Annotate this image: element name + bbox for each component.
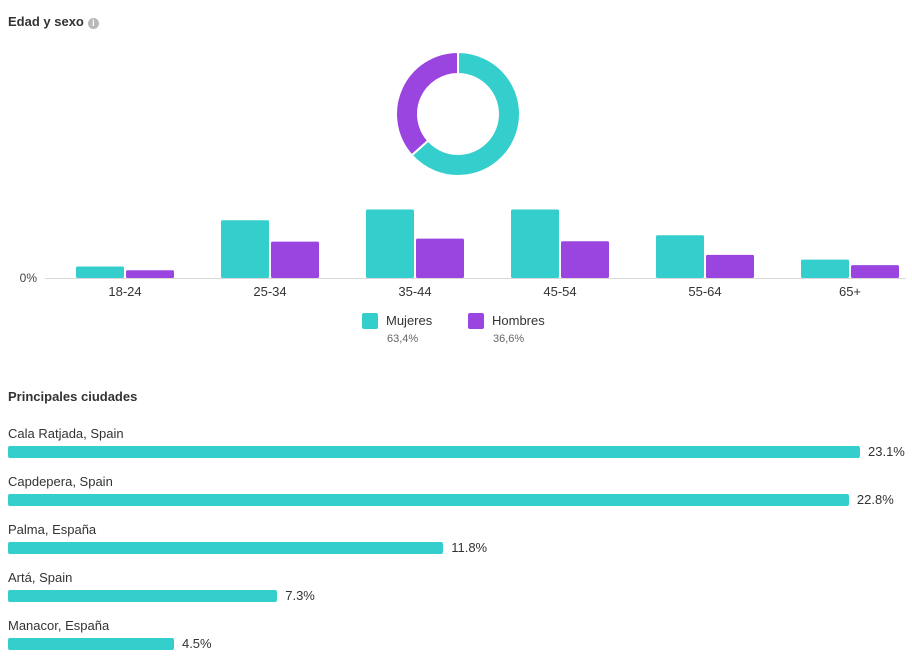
x-tick-label: 35-44 bbox=[398, 284, 431, 299]
bar-mujeres-65+[interactable] bbox=[801, 259, 849, 278]
city-name: Cala Ratjada, Spain bbox=[8, 426, 124, 441]
city-value: 22.8% bbox=[856, 492, 894, 507]
age-gender-title: Edad y sexo i bbox=[8, 14, 99, 29]
bar-mujeres-55-64[interactable] bbox=[656, 235, 704, 278]
x-tick-label: 25-34 bbox=[253, 284, 286, 299]
city-name: Artá, Spain bbox=[8, 570, 73, 585]
city-value: 4.5% bbox=[181, 636, 212, 651]
city-bar[interactable] bbox=[8, 638, 174, 650]
info-icon[interactable]: i bbox=[87, 18, 99, 29]
bar-hombres-35-44[interactable] bbox=[416, 238, 464, 278]
bar-mujeres-35-44[interactable] bbox=[366, 209, 414, 278]
city-row: Palma, España 11.8% bbox=[8, 522, 912, 562]
bar-mujeres-45-54[interactable] bbox=[511, 209, 559, 278]
city-row: Artá, Spain 7.3% bbox=[8, 570, 912, 610]
bar-hombres-25-34[interactable] bbox=[271, 241, 319, 278]
bar-mujeres-18-24[interactable] bbox=[76, 266, 124, 278]
legend-women-percent: 63,4% bbox=[387, 333, 419, 345]
bar-hombres-18-24[interactable] bbox=[126, 270, 174, 278]
city-bar[interactable] bbox=[8, 542, 444, 554]
legend-women-swatch bbox=[362, 313, 378, 329]
legend-men-swatch bbox=[468, 313, 484, 329]
age-bar-chart: 0% 18-24 25-34 35-44 45-54 55-64 65+ bbox=[20, 209, 906, 299]
y-tick-label: 0% bbox=[20, 271, 38, 285]
age-gender-title-text: Edad y sexo bbox=[8, 14, 84, 29]
city-bar[interactable] bbox=[8, 446, 860, 458]
city-value: 23.1% bbox=[868, 444, 905, 459]
city-row: Manacor, España 4.5% bbox=[8, 618, 912, 658]
legend-men-label: Hombres bbox=[492, 313, 545, 328]
legend-women-label: Mujeres bbox=[386, 313, 433, 328]
legend-men-percent: 36,6% bbox=[493, 333, 525, 345]
bar-hombres-55-64[interactable] bbox=[706, 254, 754, 278]
donut-slice-mujeres[interactable] bbox=[410, 50, 521, 177]
cities-title: Principales ciudades bbox=[8, 389, 138, 404]
city-name: Manacor, España bbox=[8, 618, 110, 633]
city-name: Capdepera, Spain bbox=[8, 474, 113, 489]
gender-donut-chart bbox=[395, 50, 521, 177]
x-tick-label: 55-64 bbox=[688, 284, 721, 299]
city-bar[interactable] bbox=[8, 590, 278, 602]
city-bar[interactable] bbox=[8, 494, 849, 506]
donut-slice-hombres[interactable] bbox=[395, 50, 459, 157]
x-tick-label: 18-24 bbox=[108, 284, 141, 299]
city-row: Capdepera, Spain 22.8% bbox=[8, 474, 912, 514]
city-name: Palma, España bbox=[8, 522, 97, 537]
bar-hombres-65+[interactable] bbox=[851, 265, 899, 278]
city-row: Cala Ratjada, Spain 23.1% bbox=[8, 426, 912, 466]
x-tick-label: 65+ bbox=[839, 284, 861, 299]
bar-hombres-45-54[interactable] bbox=[561, 241, 609, 278]
city-value: 11.8% bbox=[451, 540, 488, 555]
city-value: 7.3% bbox=[285, 588, 315, 603]
bar-mujeres-25-34[interactable] bbox=[221, 220, 269, 278]
x-tick-label: 45-54 bbox=[543, 284, 576, 299]
